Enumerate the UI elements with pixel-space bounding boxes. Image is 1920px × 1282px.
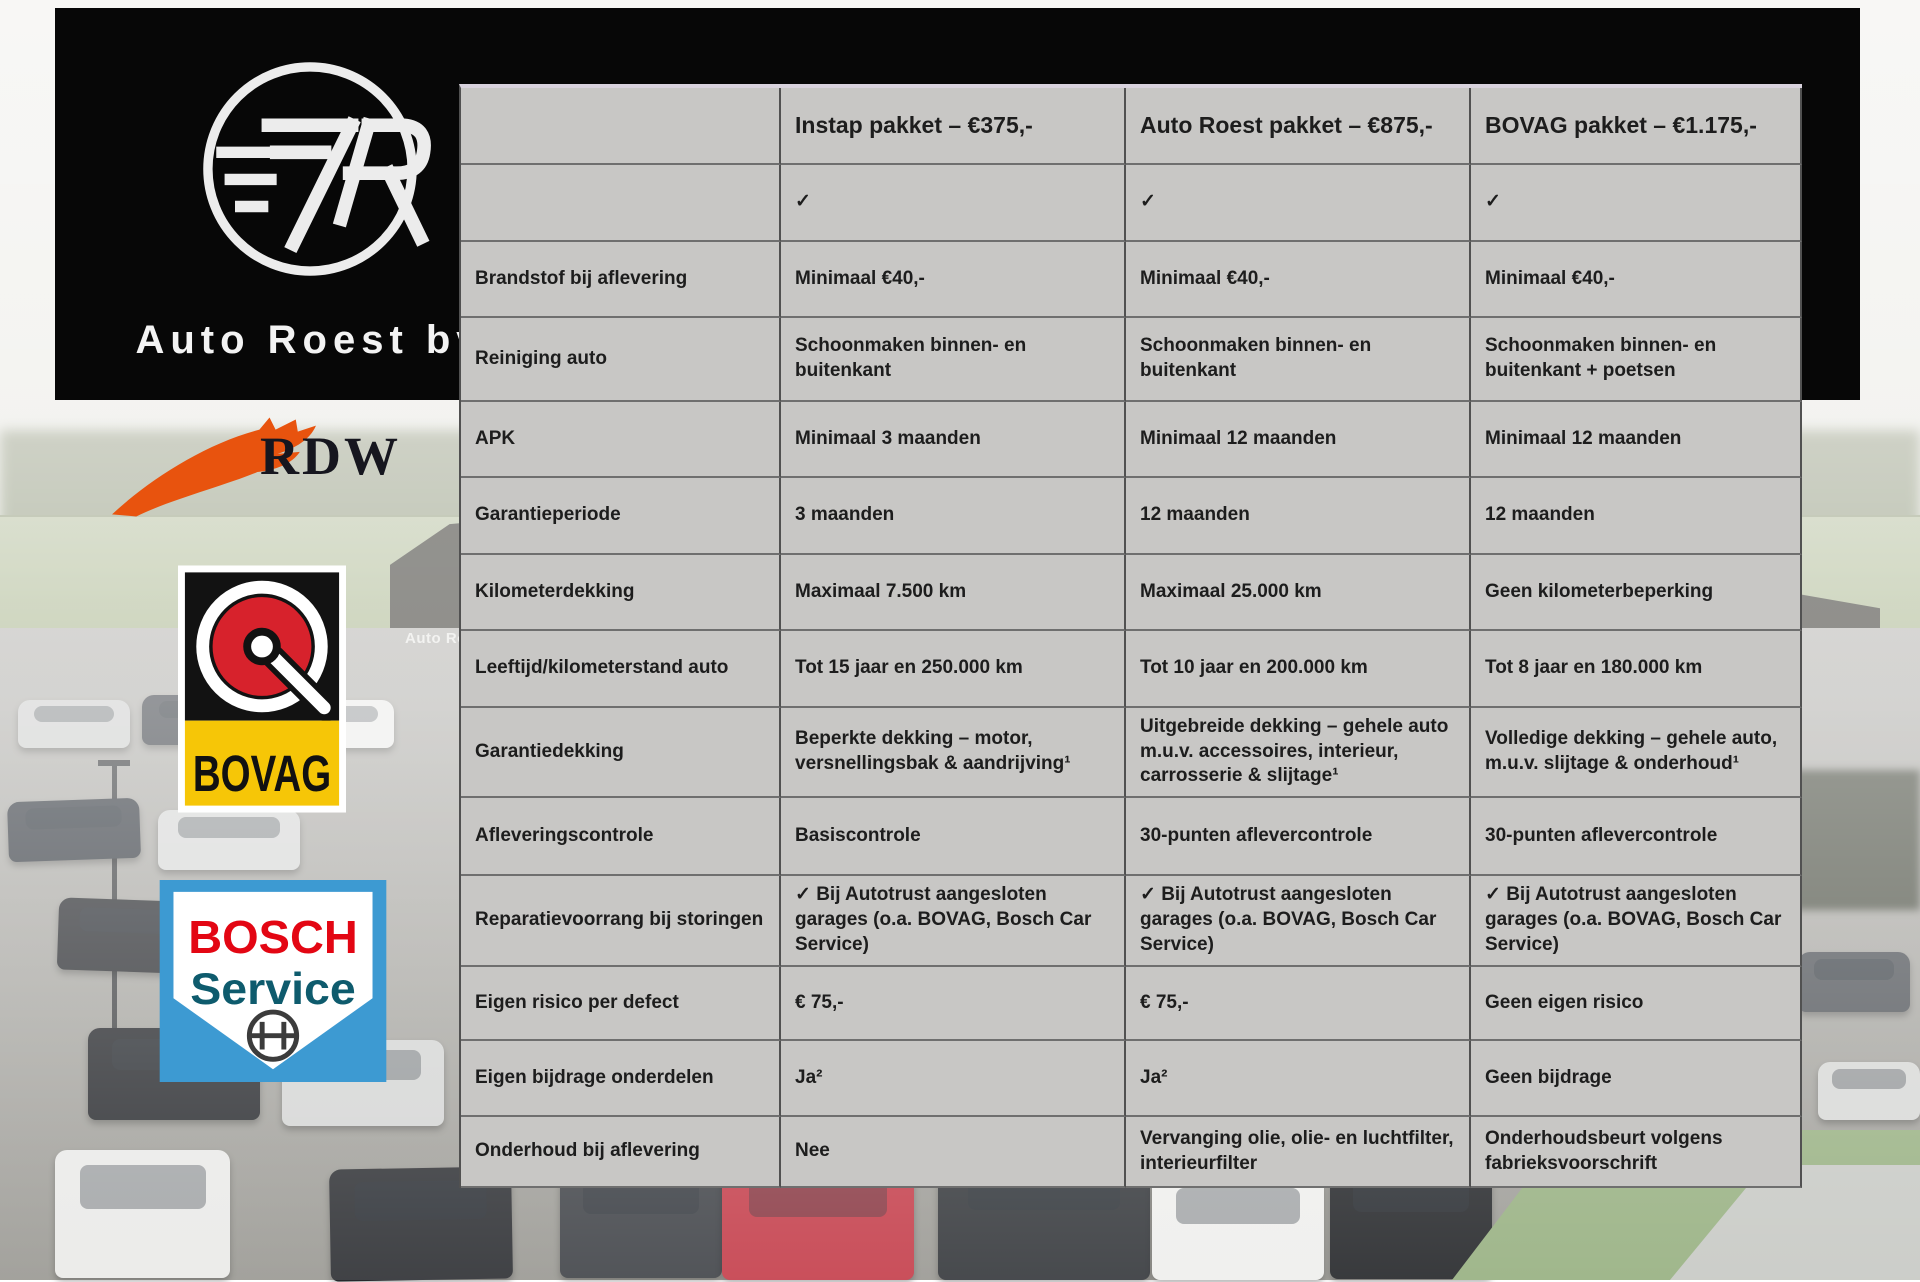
table-cell: Tot 15 jaar en 250.000 km xyxy=(781,631,1126,708)
table-cell: Beperkte dekking – motor, versnellingsba… xyxy=(781,708,1126,798)
table-cell: 30-punten aflevercontrole xyxy=(1126,798,1471,876)
table-cell-checkmark: ✓ xyxy=(1471,165,1802,242)
table-cell: € 75,- xyxy=(781,967,1126,1041)
table-cell: Schoonmaken binnen- en buitenkant xyxy=(781,318,1126,402)
table-cell: ✓ Bij Autotrust aangesloten garages (o.a… xyxy=(1126,876,1471,967)
column-header-auto-roest-pakket: Auto Roest pakket – €875,- xyxy=(1126,88,1471,165)
table-cell: Schoonmaken binnen- en buitenkant xyxy=(1126,318,1471,402)
table-cell: Maximaal 7.500 km xyxy=(781,555,1126,631)
table-cell: Minimaal €40,- xyxy=(781,242,1126,318)
row-label-eigen-bijdrage: Eigen bijdrage onderdelen xyxy=(461,1041,781,1117)
table-cell: 12 maanden xyxy=(1471,478,1802,555)
rdw-wordmark: RDW xyxy=(260,426,401,486)
table-cell: ✓ Bij Autotrust aangesloten garages (o.a… xyxy=(1471,876,1802,967)
table-cell: Geen bijdrage xyxy=(1471,1041,1802,1117)
bosch-service-wordmark: Service xyxy=(190,965,356,1014)
table-cell: Geen kilometerbeperking xyxy=(1471,555,1802,631)
table-cell: Geen eigen risico xyxy=(1471,967,1802,1041)
table-cell: Minimaal €40,- xyxy=(1471,242,1802,318)
table-cell: Uitgebreide dekking – gehele auto m.u.v.… xyxy=(1126,708,1471,798)
table-cell: Onderhoudsbeurt volgens fabrieksvoorschr… xyxy=(1471,1117,1802,1188)
column-header-instap-pakket: Instap pakket – €375,- xyxy=(781,88,1126,165)
packages-comparison-table: Instap pakket – €375,- Auto Roest pakket… xyxy=(459,84,1802,1188)
table-cell: Schoonmaken binnen- en buitenkant + poet… xyxy=(1471,318,1802,402)
table-cell: Nee xyxy=(781,1117,1126,1188)
auto-roest-logo-icon xyxy=(203,62,431,276)
row-label-leeftijd: Leeftijd/kilometerstand auto xyxy=(461,631,781,708)
table-cell: 3 maanden xyxy=(781,478,1126,555)
rdw-wing-icon xyxy=(112,417,316,517)
bosch-wordmark: BOSCH xyxy=(188,911,357,963)
rdw-logo: RDW xyxy=(108,413,418,528)
table-cell-checkmark: ✓ xyxy=(1126,165,1471,242)
table-cell: Maximaal 25.000 km xyxy=(1126,555,1471,631)
table-cell: ✓ Bij Autotrust aangesloten garages (o.a… xyxy=(781,876,1126,967)
brand-name: Auto Roest bv xyxy=(135,318,485,362)
row-label-onderhoud: Onderhoud bij aflevering xyxy=(461,1117,781,1188)
table-cell: 30-punten aflevercontrole xyxy=(1471,798,1802,876)
row-label-reparatievoorrang: Reparatievoorrang bij storingen xyxy=(461,876,781,967)
table-cell: 12 maanden xyxy=(1126,478,1471,555)
table-cell: Volledige dekking – gehele auto, m.u.v. … xyxy=(1471,708,1802,798)
row-label-included xyxy=(461,165,781,242)
row-label-reiniging: Reiniging auto xyxy=(461,318,781,402)
row-label-garantieperiode: Garantieperiode xyxy=(461,478,781,555)
table-cell: Tot 8 jaar en 180.000 km xyxy=(1471,631,1802,708)
row-label-eigen-risico: Eigen risico per defect xyxy=(461,967,781,1041)
row-label-afleveringscontrole: Afleveringscontrole xyxy=(461,798,781,876)
bovag-logo-icon: BOVAG xyxy=(178,565,346,813)
table-cell: Minimaal 12 maanden xyxy=(1126,402,1471,478)
table-corner-cell xyxy=(461,88,781,165)
bosch-service-logo-icon: BOSCH Service xyxy=(159,880,387,1082)
table-cell: Tot 10 jaar en 200.000 km xyxy=(1126,631,1471,708)
table-cell: € 75,- xyxy=(1126,967,1471,1041)
table-cell-checkmark: ✓ xyxy=(781,165,1126,242)
table-cell: Ja² xyxy=(781,1041,1126,1117)
row-label-apk: APK xyxy=(461,402,781,478)
column-header-bovag-pakket: BOVAG pakket – €1.175,- xyxy=(1471,88,1802,165)
table-cell: Vervanging olie, olie- en luchtfilter, i… xyxy=(1126,1117,1471,1188)
bovag-wordmark: BOVAG xyxy=(193,744,331,802)
table-cell: Minimaal €40,- xyxy=(1126,242,1471,318)
table-cell: Minimaal 3 maanden xyxy=(781,402,1126,478)
row-label-kilometerdekking: Kilometerdekking xyxy=(461,555,781,631)
table-cell: Ja² xyxy=(1126,1041,1471,1117)
row-label-brandstof: Brandstof bij aflevering xyxy=(461,242,781,318)
row-label-garantiedekking: Garantiedekking xyxy=(461,708,781,798)
table-cell: Minimaal 12 maanden xyxy=(1471,402,1802,478)
table-cell: Basiscontrole xyxy=(781,798,1126,876)
bosch-armature-icon xyxy=(246,1009,300,1062)
